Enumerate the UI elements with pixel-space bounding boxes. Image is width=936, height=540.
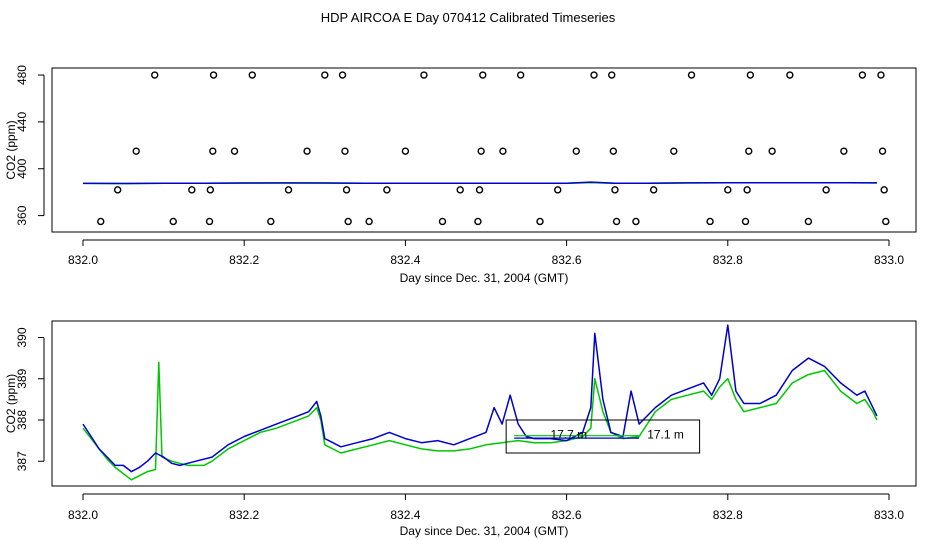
bottom-line-panel: 832.0 832.2 832.4 832.6 832.8 833.0 Day since …: [4, 320, 917, 538]
x-tick-label: 832.6: [552, 508, 582, 522]
plot-frame: [51, 320, 917, 487]
x-tick-label: 832.2: [229, 508, 259, 522]
series-line-0: [82, 361, 878, 481]
y-tick-label: 480: [15, 65, 29, 85]
y-tick-label: 389: [15, 368, 29, 388]
data-point: [670, 147, 678, 155]
data-point: [248, 71, 256, 79]
series-line-1: [82, 324, 878, 473]
data-point: [209, 147, 217, 155]
data-point: [858, 71, 867, 79]
data-point: [420, 71, 428, 79]
data-point: [743, 186, 751, 194]
x-tick-label: 832.2: [229, 253, 259, 267]
data-point: [169, 217, 177, 226]
x-tick-label: 832.8: [713, 253, 743, 267]
data-point: [383, 186, 391, 194]
data-point: [132, 147, 140, 155]
data-point: [206, 186, 215, 194]
x-tick-label: 832.4: [390, 508, 420, 522]
y-tick-label: 390: [15, 327, 29, 347]
annotation-box: [505, 419, 701, 454]
data-point: [438, 217, 447, 226]
x-axis-label: Day since Dec. 31, 2004 (GMT): [400, 271, 569, 285]
data-point: [878, 147, 887, 155]
x-tick-label: 832.4: [390, 253, 420, 267]
data-point: [479, 71, 487, 79]
x-tick-label: 832.8: [713, 508, 743, 522]
y-tick-label: 387: [15, 451, 29, 471]
data-point: [590, 71, 598, 79]
y-tick-label: 388: [15, 410, 29, 430]
data-point: [741, 217, 750, 226]
data-point: [572, 147, 580, 155]
y-axis-label: CO2 (ppm): [4, 120, 18, 179]
x-tick-label: 832.6: [552, 253, 582, 267]
data-point: [706, 217, 714, 226]
data-point: [205, 217, 214, 226]
data-point: [612, 217, 621, 226]
data-point: [536, 217, 544, 226]
x-axis-label: Day since Dec. 31, 2004 (GMT): [400, 524, 569, 538]
data-point: [768, 147, 776, 155]
data-point: [230, 147, 239, 155]
data-point: [97, 217, 105, 226]
y-tick-label: 400: [15, 158, 29, 178]
data-point: [188, 186, 196, 194]
data-point: [342, 186, 351, 194]
data-point: [746, 71, 755, 79]
data-point: [877, 71, 885, 79]
data-point: [611, 186, 619, 194]
data-point: [880, 186, 888, 194]
figure-title: HDP AIRCOA E Day 070412 Calibrated Times…: [321, 10, 616, 25]
data-point: [284, 186, 293, 194]
data-point: [786, 71, 794, 79]
data-point: [474, 217, 482, 226]
data-point: [477, 147, 485, 155]
data-point: [687, 71, 696, 79]
data-point: [338, 71, 347, 79]
data-point: [804, 217, 813, 226]
data-point: [516, 71, 525, 79]
data-point: [554, 186, 562, 194]
data-point: [499, 147, 507, 155]
x-tick-label: 833.0: [874, 253, 904, 267]
x-tick-label: 833.0: [874, 508, 904, 522]
data-point: [475, 186, 484, 194]
data-point: [609, 147, 618, 155]
data-point: [365, 217, 373, 226]
data-point: [113, 186, 122, 194]
x-tick-label: 832.0: [68, 253, 98, 267]
data-point: [401, 147, 410, 155]
data-point: [822, 186, 830, 194]
data-point: [456, 186, 464, 194]
plot-frame: [51, 67, 917, 233]
data-point: [632, 217, 640, 226]
data-point: [608, 71, 616, 79]
series-line-1: [82, 181, 877, 185]
annotation-label: 17.7 m: [550, 428, 587, 442]
data-point: [724, 186, 732, 194]
data-point: [303, 147, 311, 155]
data-point: [341, 147, 349, 155]
data-point: [840, 147, 848, 155]
data-point: [745, 147, 753, 155]
data-point: [267, 217, 275, 226]
data-point: [882, 217, 890, 226]
data-point: [151, 71, 159, 79]
y-tick-label: 360: [15, 205, 29, 225]
y-tick-label: 440: [15, 112, 29, 132]
annotation-label: 17.1 m: [647, 428, 684, 442]
data-point: [649, 186, 658, 194]
data-point: [321, 71, 329, 79]
y-axis-label: CO2 (ppm): [4, 374, 18, 433]
x-tick-label: 832.0: [68, 508, 98, 522]
data-point: [344, 217, 352, 226]
top-scatter-panel: 832.0 832.2 832.4 832.6 832.8 833.0 Day since …: [4, 65, 917, 285]
data-point: [209, 71, 218, 79]
